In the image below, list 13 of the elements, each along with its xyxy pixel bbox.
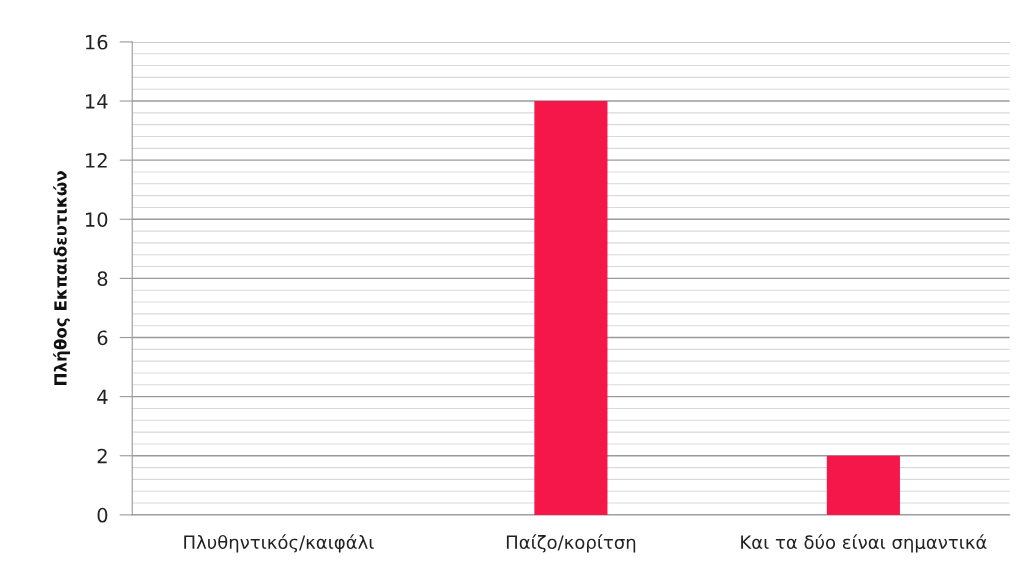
y-tick-label: 6 (97, 330, 108, 346)
x-tick-label: Πλυθηντικός/καιφάλι (184, 534, 374, 553)
y-tick-label: 14 (86, 94, 108, 109)
y-tick-label: 2 (97, 448, 107, 464)
y-tick-label: 12 (86, 153, 107, 168)
y-tick-label: 4 (97, 389, 108, 405)
y-tick-label: 16 (86, 34, 108, 50)
y-tick-label: 8 (97, 271, 108, 287)
y-tick-label: 10 (86, 212, 108, 227)
x-tick-label: Παίζο/κορίτση (506, 534, 636, 553)
y-tick-label: 0 (97, 507, 108, 523)
y-axis-title: Πλήθος Εκπαιδευτικών (53, 171, 70, 385)
x-tick-label: Και τα δύο είναι σημαντικά (741, 534, 987, 553)
